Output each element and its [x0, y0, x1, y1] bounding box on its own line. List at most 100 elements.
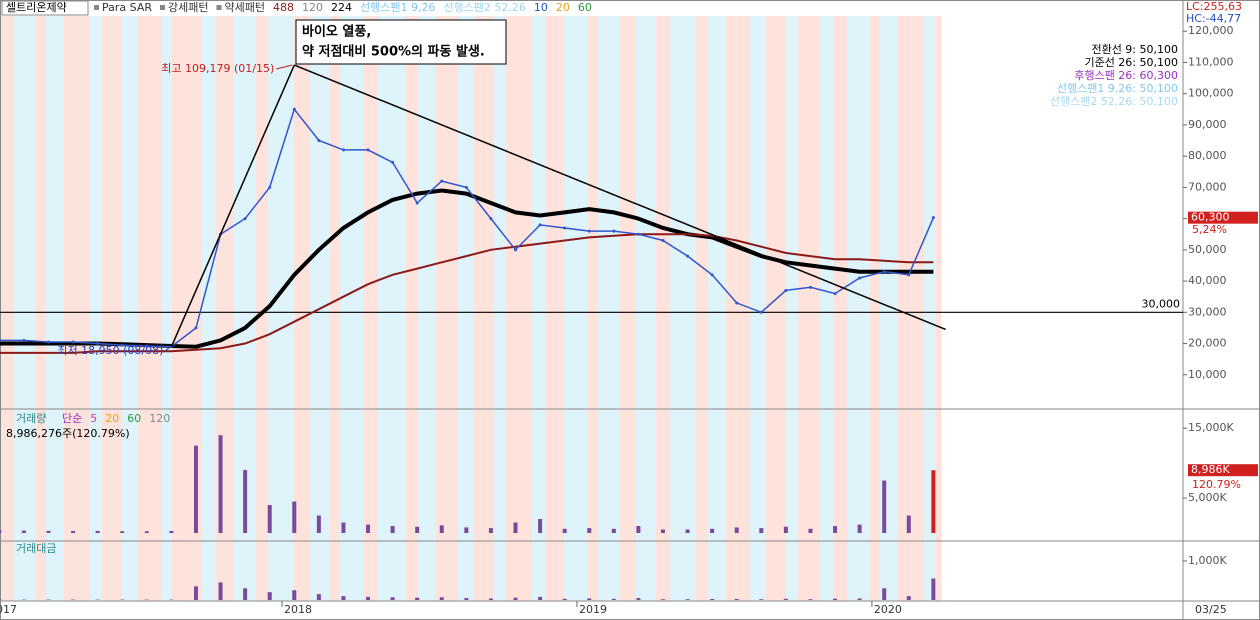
amount-title: 거래대금	[16, 542, 56, 555]
volume-bar	[931, 470, 936, 533]
amount-bar	[759, 599, 764, 600]
volume-bar	[316, 515, 321, 533]
price-point	[563, 226, 567, 230]
y-tick-label: 120,000	[1188, 24, 1234, 37]
volume-bar	[169, 530, 174, 533]
ichimoku-value: 선행스팬2 52,26: 50,100	[1050, 95, 1178, 108]
volume-bar	[833, 526, 838, 533]
price-point	[882, 270, 886, 274]
amount-bar	[882, 588, 887, 600]
volume-bar	[857, 524, 862, 533]
price-point	[268, 185, 272, 189]
sar-band	[46, 16, 64, 601]
price-point	[661, 238, 665, 242]
y-tick-label: 10,000	[1188, 368, 1227, 381]
sar-band	[532, 16, 546, 601]
amount-bar	[636, 598, 641, 600]
lc-label: LC:255,63	[1186, 0, 1242, 13]
price-point	[464, 185, 468, 189]
price-point	[46, 340, 50, 344]
note-box	[295, 19, 507, 65]
date-label: 03/25	[1195, 603, 1227, 616]
x-tick-label: 2020	[874, 603, 902, 616]
sar-band	[458, 16, 474, 601]
volume-bar	[267, 505, 272, 533]
amount-bar	[341, 596, 346, 600]
price-point	[341, 148, 345, 152]
indicator-swatch	[160, 5, 165, 10]
sar-band	[268, 16, 294, 601]
volume-bar	[783, 526, 788, 533]
amount-bar	[366, 596, 371, 600]
amount-bar	[513, 597, 518, 600]
price-point	[415, 201, 419, 205]
price-point	[391, 160, 395, 164]
volume-legend: 60	[127, 412, 141, 425]
volume-bar	[243, 470, 248, 533]
low-marker	[165, 346, 171, 352]
y-tick-label: 1,000K	[1188, 554, 1227, 567]
price-point	[784, 288, 788, 292]
volume-bar	[464, 527, 469, 533]
sar-band	[870, 16, 880, 601]
x-tick-label: 2017	[0, 603, 17, 616]
price-point	[317, 139, 321, 143]
volume-legend: 20	[105, 412, 119, 425]
volume-summary: 8,986,276주(120.79%)	[6, 427, 130, 440]
indicator-label: 선행스팬2 52,26	[443, 1, 525, 14]
sar-band	[340, 16, 364, 601]
price-point	[538, 223, 542, 227]
price-point	[440, 179, 444, 183]
sar-band	[880, 16, 898, 601]
volume-bar	[0, 530, 2, 533]
amount-bar	[439, 597, 444, 600]
volume-bar	[366, 524, 371, 533]
low-label: 최저 18,950 (08/08)	[57, 344, 163, 357]
high-label: 최고 109,179 (01/15)	[161, 62, 274, 75]
sar-band	[834, 16, 848, 601]
sar-band	[138, 16, 162, 601]
price-point	[931, 216, 935, 220]
moving-average	[0, 233, 934, 354]
sar-band	[102, 16, 122, 601]
volume-bar	[513, 522, 518, 533]
indicator-label: 60	[578, 1, 592, 14]
amount-bar	[292, 590, 297, 600]
volume-bar	[415, 526, 420, 533]
amount-bar	[833, 598, 838, 600]
y-tick-label: 30,000	[1188, 305, 1227, 318]
sar-band	[436, 16, 458, 601]
indicator-label: 선행스팬1 9,26	[360, 1, 435, 14]
y-tick-label: 40,000	[1188, 274, 1227, 287]
sar-band	[234, 16, 256, 601]
sar-band	[588, 16, 598, 601]
indicator-label: 강세패턴	[168, 1, 208, 14]
price-point	[366, 148, 370, 152]
price-point	[120, 343, 124, 347]
price-point	[759, 310, 763, 314]
amount-bar	[538, 596, 543, 600]
amount-bar	[415, 597, 420, 600]
price-point	[587, 229, 591, 233]
volume-bar	[120, 531, 125, 533]
indicator-label: 10	[534, 1, 548, 14]
indicator-label: 약세패턴	[224, 0, 264, 14]
volume-ratio: 120.79%	[1192, 478, 1241, 491]
indicator-label: 120	[302, 1, 323, 14]
amount-bar	[562, 598, 567, 600]
uptrend-line	[170, 64, 295, 348]
amount-bar	[734, 599, 739, 600]
amount-bar	[243, 588, 248, 600]
y-tick-label: 20,000	[1188, 337, 1227, 350]
x-tick-label: 2018	[284, 603, 312, 616]
sar-band	[766, 16, 786, 601]
sar-band	[294, 16, 310, 601]
sar-band	[924, 16, 936, 601]
sar-band	[64, 16, 90, 601]
sar-band	[820, 16, 834, 601]
y-tick-label: 5,000K	[1188, 491, 1227, 504]
volume-bar	[193, 445, 198, 533]
sar-band	[162, 16, 172, 601]
volume-bar	[71, 530, 76, 533]
volume-bar	[292, 501, 297, 533]
